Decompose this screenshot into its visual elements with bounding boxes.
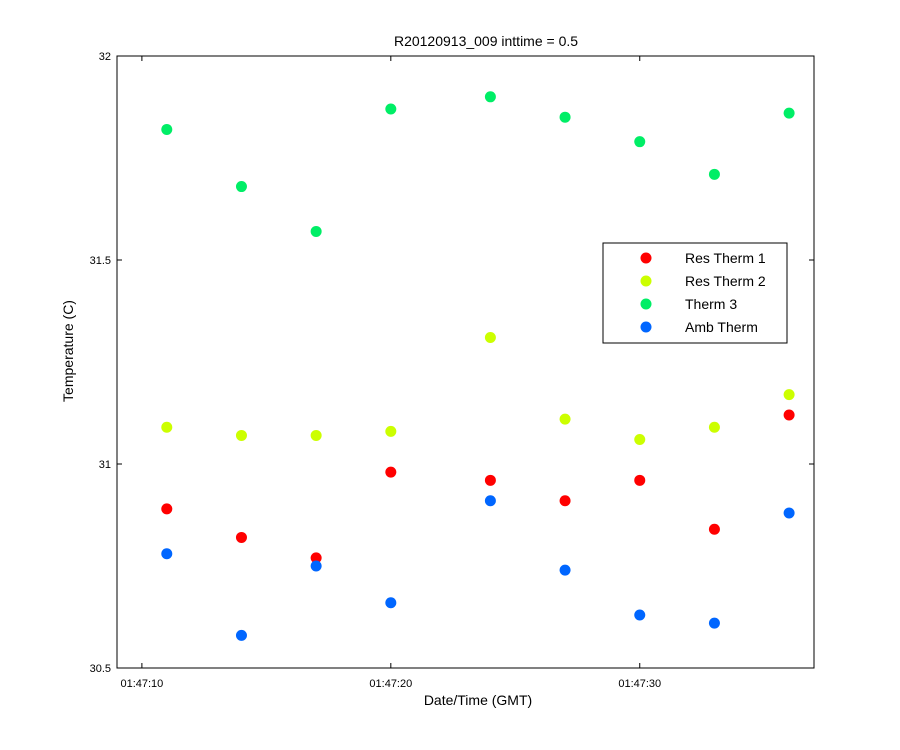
data-point-therm-3 (235, 181, 247, 193)
y-axis-label: Temperature (C) (60, 300, 76, 402)
y-tick-label: 30.5 (90, 663, 111, 675)
legend-label-amb-therm: Amb Therm (685, 319, 758, 335)
data-point-res-therm-2 (310, 429, 322, 441)
data-point-therm-3 (310, 225, 322, 237)
data-point-res-therm-2 (484, 332, 496, 344)
y-tick-label: 31 (99, 459, 111, 471)
data-point-therm-3 (161, 123, 173, 135)
plot-area (116, 55, 815, 669)
data-point-amb-therm (161, 548, 173, 560)
data-point-therm-3 (783, 107, 795, 119)
x-tick-label: 01:47:30 (618, 678, 661, 690)
data-point-amb-therm (310, 560, 322, 572)
legend-label-res-therm-1: Res Therm 1 (685, 250, 766, 266)
chart-title: R20120913_009 inttime = 0.5 (394, 33, 578, 49)
data-point-res-therm-2 (559, 413, 571, 425)
x-tick-label: 01:47:10 (120, 678, 163, 690)
data-point-res-therm-1 (235, 531, 247, 543)
data-point-amb-therm (783, 507, 795, 519)
data-point-res-therm-1 (559, 495, 571, 507)
data-point-amb-therm (634, 609, 646, 621)
data-point-res-therm-1 (484, 474, 496, 486)
data-point-amb-therm (235, 629, 247, 641)
data-point-res-therm-2 (161, 421, 173, 433)
legend-box (602, 242, 788, 344)
data-point-res-therm-2 (235, 429, 247, 441)
legend: Res Therm 1 Res Therm 2 Therm 3 Amb Therm (602, 242, 788, 344)
x-tick-label: 01:47:20 (369, 678, 412, 690)
legend-marker-therm-3 (640, 298, 652, 310)
data-point-res-therm-1 (310, 552, 322, 564)
data-point-therm-3 (708, 168, 720, 180)
data-point-res-therm-2 (708, 421, 720, 433)
x-axis: 01:47:10 01:47:20 01:47:30 (120, 56, 661, 690)
legend-marker-res-therm-1 (640, 252, 652, 264)
data-point-res-therm-2 (385, 425, 397, 437)
data-point-amb-therm (559, 564, 571, 576)
y-axis: 30.5 31 31.5 32 (90, 51, 814, 675)
y-tick-label: 32 (99, 51, 111, 63)
data-point-res-therm-2 (783, 389, 795, 401)
data-points (161, 91, 795, 641)
legend-marker-res-therm-2 (640, 275, 652, 287)
data-point-therm-3 (559, 111, 571, 123)
data-point-therm-3 (484, 91, 496, 103)
data-point-res-therm-1 (634, 474, 646, 486)
data-point-res-therm-2 (634, 434, 646, 446)
data-point-res-therm-1 (385, 466, 397, 478)
x-axis-label: Date/Time (GMT) (424, 692, 532, 708)
legend-label-res-therm-2: Res Therm 2 (685, 273, 766, 289)
data-point-therm-3 (385, 103, 397, 115)
data-point-therm-3 (634, 136, 646, 148)
legend-marker-amb-therm (640, 321, 652, 333)
data-point-res-therm-1 (161, 503, 173, 515)
legend-label-therm-3: Therm 3 (685, 296, 737, 312)
y-tick-label: 31.5 (90, 255, 111, 267)
data-point-res-therm-1 (783, 409, 795, 421)
data-point-amb-therm (708, 617, 720, 629)
data-point-amb-therm (385, 597, 397, 609)
data-point-amb-therm (484, 495, 496, 507)
data-point-res-therm-1 (708, 523, 720, 535)
